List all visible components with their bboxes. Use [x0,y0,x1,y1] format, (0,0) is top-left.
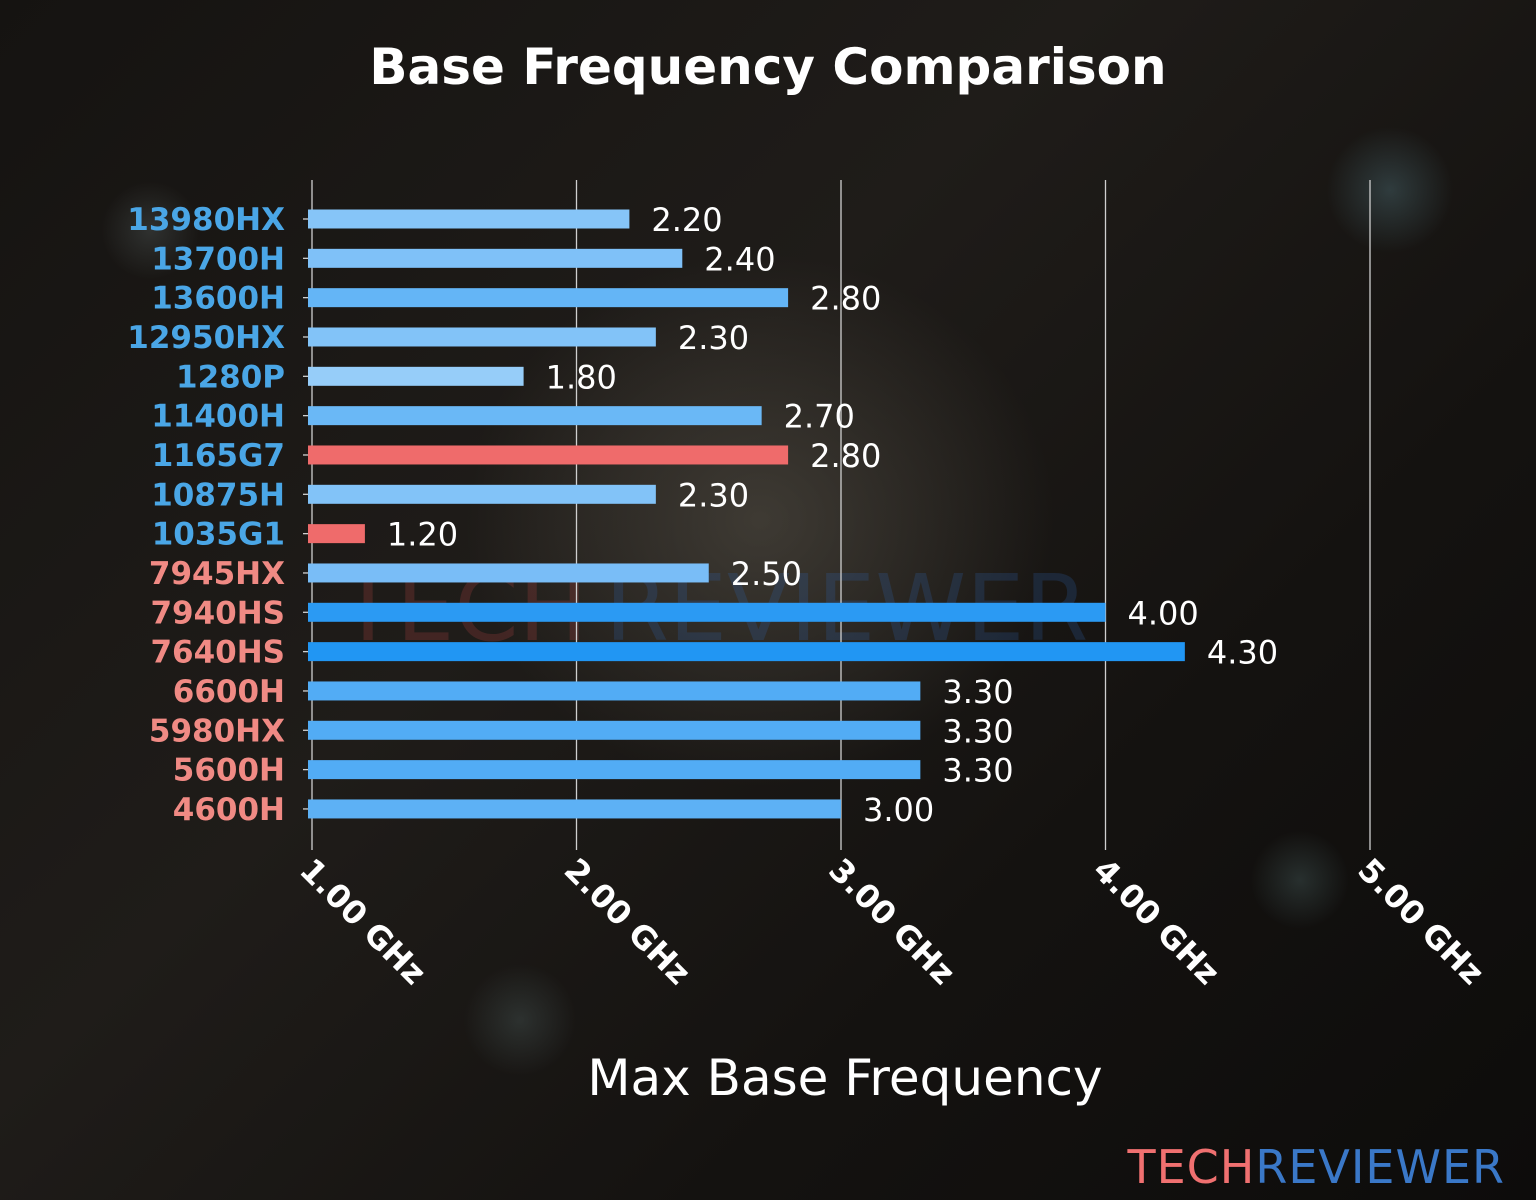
category-label: 7940HS [150,595,285,631]
value-label: 2.70 [784,398,855,436]
logo-reviewer: REVIEWER [1255,1140,1505,1194]
category-label: 11400H [151,399,285,435]
category-label: 10875H [151,477,285,513]
bar-1280P [308,366,524,386]
value-label: 1.80 [546,358,617,396]
chart-title: Base Frequency Comparison [369,38,1166,96]
value-label: 3.00 [863,791,934,829]
category-label: 1035G1 [152,517,285,553]
bar-5980HX [308,720,921,740]
x-tick-label: 4.00 GHz [1086,851,1227,992]
bar-11400H [308,406,762,426]
bar-7640HS [308,642,1185,662]
bar-5600H [308,760,921,780]
x-tick-label: 1.00 GHz [292,851,433,992]
category-label: 1280P [176,359,285,395]
category-label: 13600H [151,281,285,317]
value-label: 4.30 [1207,634,1278,672]
logo-tech: TECH [1126,1140,1255,1194]
category-label: 13700H [151,241,285,277]
value-label: 2.40 [704,240,775,278]
x-axis-label: Max Base Frequency [587,1049,1102,1107]
value-label: 2.30 [678,476,749,514]
techreviewer-logo: TECHREVIEWER [1126,1140,1505,1194]
category-label: 7945HX [149,556,285,592]
value-label: 3.30 [942,712,1013,750]
value-label: 2.20 [651,201,722,239]
value-label: 2.30 [678,319,749,357]
category-label: 7640HS [150,635,285,671]
bar-13600H [308,288,789,308]
x-tick-label: 3.00 GHz [821,851,962,992]
value-label: 1.20 [387,516,458,554]
category-label: 13980HX [127,202,285,238]
category-label: 5980HX [149,713,285,749]
bar-6600H [308,681,921,701]
category-label: 6600H [173,674,285,710]
bar-7945HX [308,563,709,583]
bar-1035G1 [308,524,365,544]
category-label: 1165G7 [152,438,285,474]
category-label: 12950HX [127,320,285,356]
bar-10875H [308,484,656,504]
bar-13700H [308,248,683,268]
value-label: 3.30 [942,673,1013,711]
value-label: 2.50 [731,555,802,593]
value-label: 4.00 [1128,594,1199,632]
value-label: 3.30 [942,752,1013,790]
value-label: 2.80 [810,280,881,318]
x-tick-label: 5.00 GHz [1350,851,1491,992]
category-label: 4600H [173,792,285,828]
bar-13980HX [308,209,630,229]
category-label: 5600H [173,753,285,789]
bar-7940HS [308,602,1106,622]
x-tick-label: 2.00 GHz [557,851,698,992]
bar-12950HX [308,327,656,347]
bar-4600H [308,799,841,819]
bar-1165G7 [308,445,789,465]
value-label: 2.80 [810,437,881,475]
